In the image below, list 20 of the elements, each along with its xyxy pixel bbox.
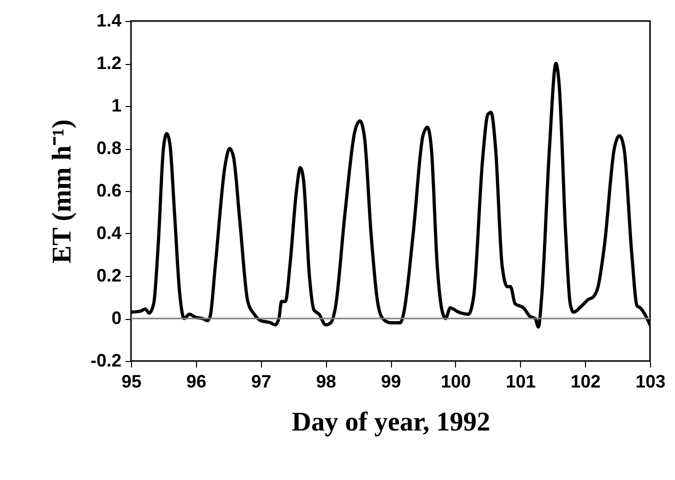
y-tick-label: 0.6 [96, 180, 122, 200]
y-tick-label: 1.2 [96, 53, 122, 73]
x-tick-label: 103 [635, 372, 666, 392]
y-tick-label: -0.2 [90, 350, 122, 370]
x-axis-title: Day of year, 1992 [292, 406, 490, 436]
y-tick-label: 1.4 [96, 10, 122, 30]
y-tick-label: 0 [111, 308, 122, 328]
x-tick-label: 101 [506, 372, 536, 392]
x-tick-label: 96 [186, 372, 206, 392]
y-tick-label: 1 [111, 96, 122, 116]
x-tick-label: 99 [380, 372, 402, 392]
x-tick-label: 102 [570, 372, 601, 392]
x-tick-label: 97 [251, 372, 272, 392]
x-tick-label: 100 [440, 372, 471, 392]
y-tick-label: 0.2 [96, 266, 122, 286]
x-tick-label: 98 [316, 372, 336, 392]
y-tick-label: 0.8 [96, 138, 122, 158]
x-tick-label: 95 [121, 372, 142, 392]
y-axis-title: ET (mm h⁻¹) [46, 119, 76, 264]
y-tick-label: 0.4 [96, 223, 122, 243]
